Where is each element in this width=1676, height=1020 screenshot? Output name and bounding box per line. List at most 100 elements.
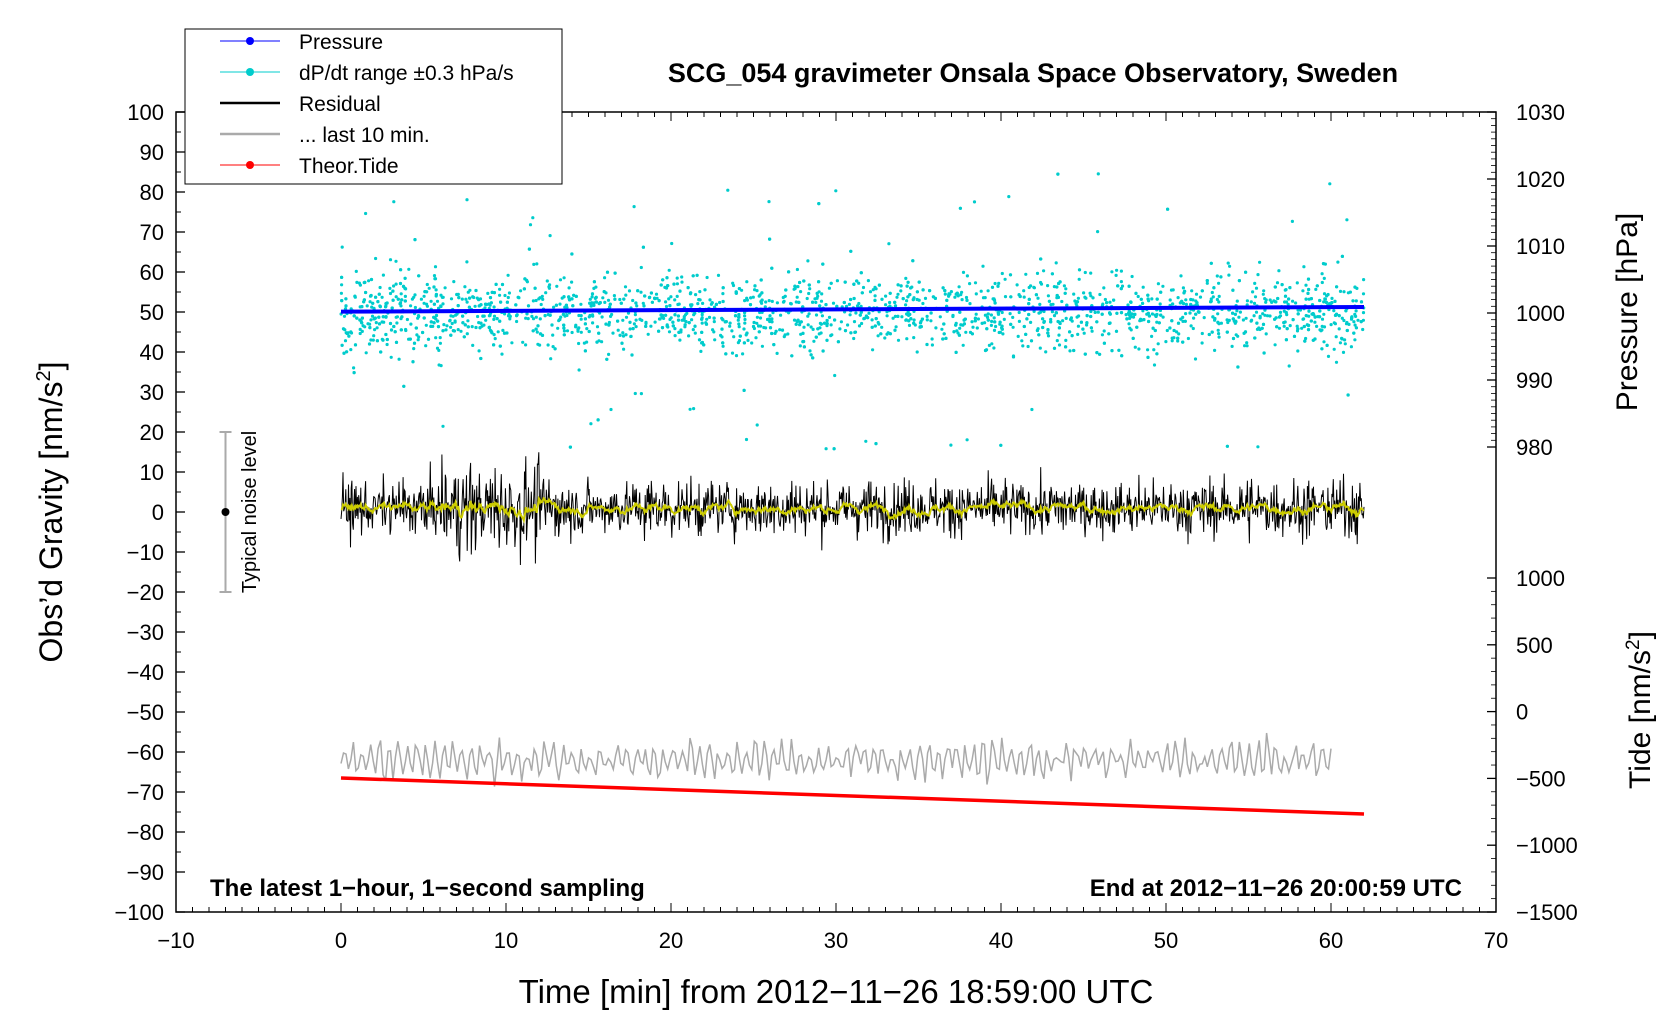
dpdt-point — [1050, 272, 1054, 276]
dpdt-point — [616, 328, 620, 332]
x-tick-label: 70 — [1484, 928, 1508, 953]
dpdt-point — [551, 345, 555, 349]
dpdt-point — [693, 331, 697, 335]
dpdt-point — [665, 276, 669, 280]
dpdt-point — [678, 338, 682, 342]
dpdt-point — [1042, 309, 1046, 314]
dpdt-point — [744, 437, 749, 442]
dpdt-point — [602, 290, 606, 294]
dpdt-point — [1134, 291, 1138, 295]
dpdt-point — [1209, 299, 1213, 303]
dpdt-point — [671, 324, 675, 328]
dpdt-point — [1127, 322, 1131, 326]
dpdt-point — [376, 300, 380, 304]
dpdt-point — [1020, 339, 1024, 343]
dpdt-point — [713, 338, 717, 342]
dpdt-point — [1044, 350, 1048, 354]
dpdt-point — [1231, 288, 1235, 292]
dpdt-point — [1276, 296, 1280, 301]
dpdt-point — [680, 280, 684, 284]
dpdt-point — [494, 282, 498, 286]
dpdt-point — [1110, 270, 1114, 274]
dpdt-point — [864, 439, 868, 443]
dpdt-point — [693, 324, 697, 328]
dpdt-point — [958, 310, 962, 314]
dpdt-point — [1177, 332, 1181, 336]
dpdt-point — [1260, 326, 1264, 330]
y-tick-label: −30 — [127, 620, 164, 645]
dpdt-point — [1089, 271, 1093, 275]
dpdt-point — [721, 341, 725, 345]
dpdt-point — [1130, 312, 1134, 316]
noise-bar — [219, 431, 232, 593]
dpdt-point — [437, 348, 441, 352]
dpdt-point — [1064, 316, 1068, 320]
dpdt-point — [667, 297, 671, 301]
dpdt-point — [787, 311, 791, 315]
dpdt-point — [570, 330, 574, 335]
dpdt-point — [1303, 339, 1307, 343]
legend-marker-dpdt — [246, 68, 254, 76]
dpdt-point — [796, 285, 800, 289]
dpdt-point — [1000, 327, 1004, 331]
dpdt-point — [603, 276, 607, 280]
dpdt-point — [608, 305, 612, 309]
dpdt-point — [1016, 334, 1020, 338]
dpdt-point — [409, 304, 413, 308]
dpdt-point — [541, 297, 545, 301]
dpdt-point — [407, 267, 411, 271]
dpdt-point — [1235, 299, 1239, 303]
dpdt-point — [432, 285, 436, 289]
dpdt-point — [610, 312, 614, 317]
dpdt-point — [993, 281, 997, 286]
dpdt-point — [601, 296, 605, 300]
dpdt-point — [957, 285, 961, 289]
dpdt-point — [1107, 332, 1111, 336]
dpdt-point — [873, 294, 877, 298]
dpdt-point — [1024, 332, 1028, 336]
dpdt-point — [443, 286, 447, 290]
dpdt-point — [1226, 320, 1230, 325]
dpdt-point — [1083, 270, 1087, 275]
dpdt-point — [429, 299, 433, 303]
dpdt-point — [624, 315, 629, 319]
dpdt-point — [603, 300, 607, 304]
dpdt-point — [579, 314, 583, 318]
dpdt-point — [671, 320, 675, 324]
dpdt-point — [1101, 302, 1105, 306]
dpdt-point — [930, 337, 934, 341]
dpdt-point — [558, 278, 563, 282]
dpdt-point — [697, 338, 702, 342]
dpdt-point — [583, 317, 588, 321]
dpdt-point — [1284, 338, 1288, 342]
dpdt-point — [499, 300, 503, 304]
dpdt-point — [802, 345, 807, 349]
dpdt-point — [958, 206, 963, 210]
dpdt-point — [1022, 324, 1026, 329]
dpdt-point — [794, 300, 798, 304]
dpdt-point — [394, 340, 399, 344]
dpdt-point — [1343, 342, 1347, 346]
dpdt-point — [866, 279, 871, 283]
dpdt-point — [548, 313, 552, 317]
dpdt-point — [873, 324, 877, 328]
dpdt-point — [871, 288, 875, 292]
dpdt-point — [549, 357, 553, 361]
dpdt-point — [730, 329, 734, 333]
dpdt-point — [911, 298, 915, 302]
dpdt-point — [857, 324, 862, 328]
dpdt-point — [536, 342, 540, 346]
dpdt-point — [412, 347, 416, 351]
dpdt-point — [1285, 327, 1289, 331]
dpdt-point — [576, 327, 580, 332]
dpdt-point — [515, 314, 519, 318]
dpdt-point — [1304, 314, 1308, 318]
legend-label-residual: Residual — [299, 93, 381, 116]
dpdt-point — [1233, 321, 1237, 325]
dpdt-point — [1009, 295, 1013, 299]
dpdt-point — [434, 313, 439, 318]
dpdt-point — [1254, 310, 1259, 314]
legend-marker-pressure — [246, 37, 254, 45]
dpdt-point — [1255, 327, 1260, 331]
